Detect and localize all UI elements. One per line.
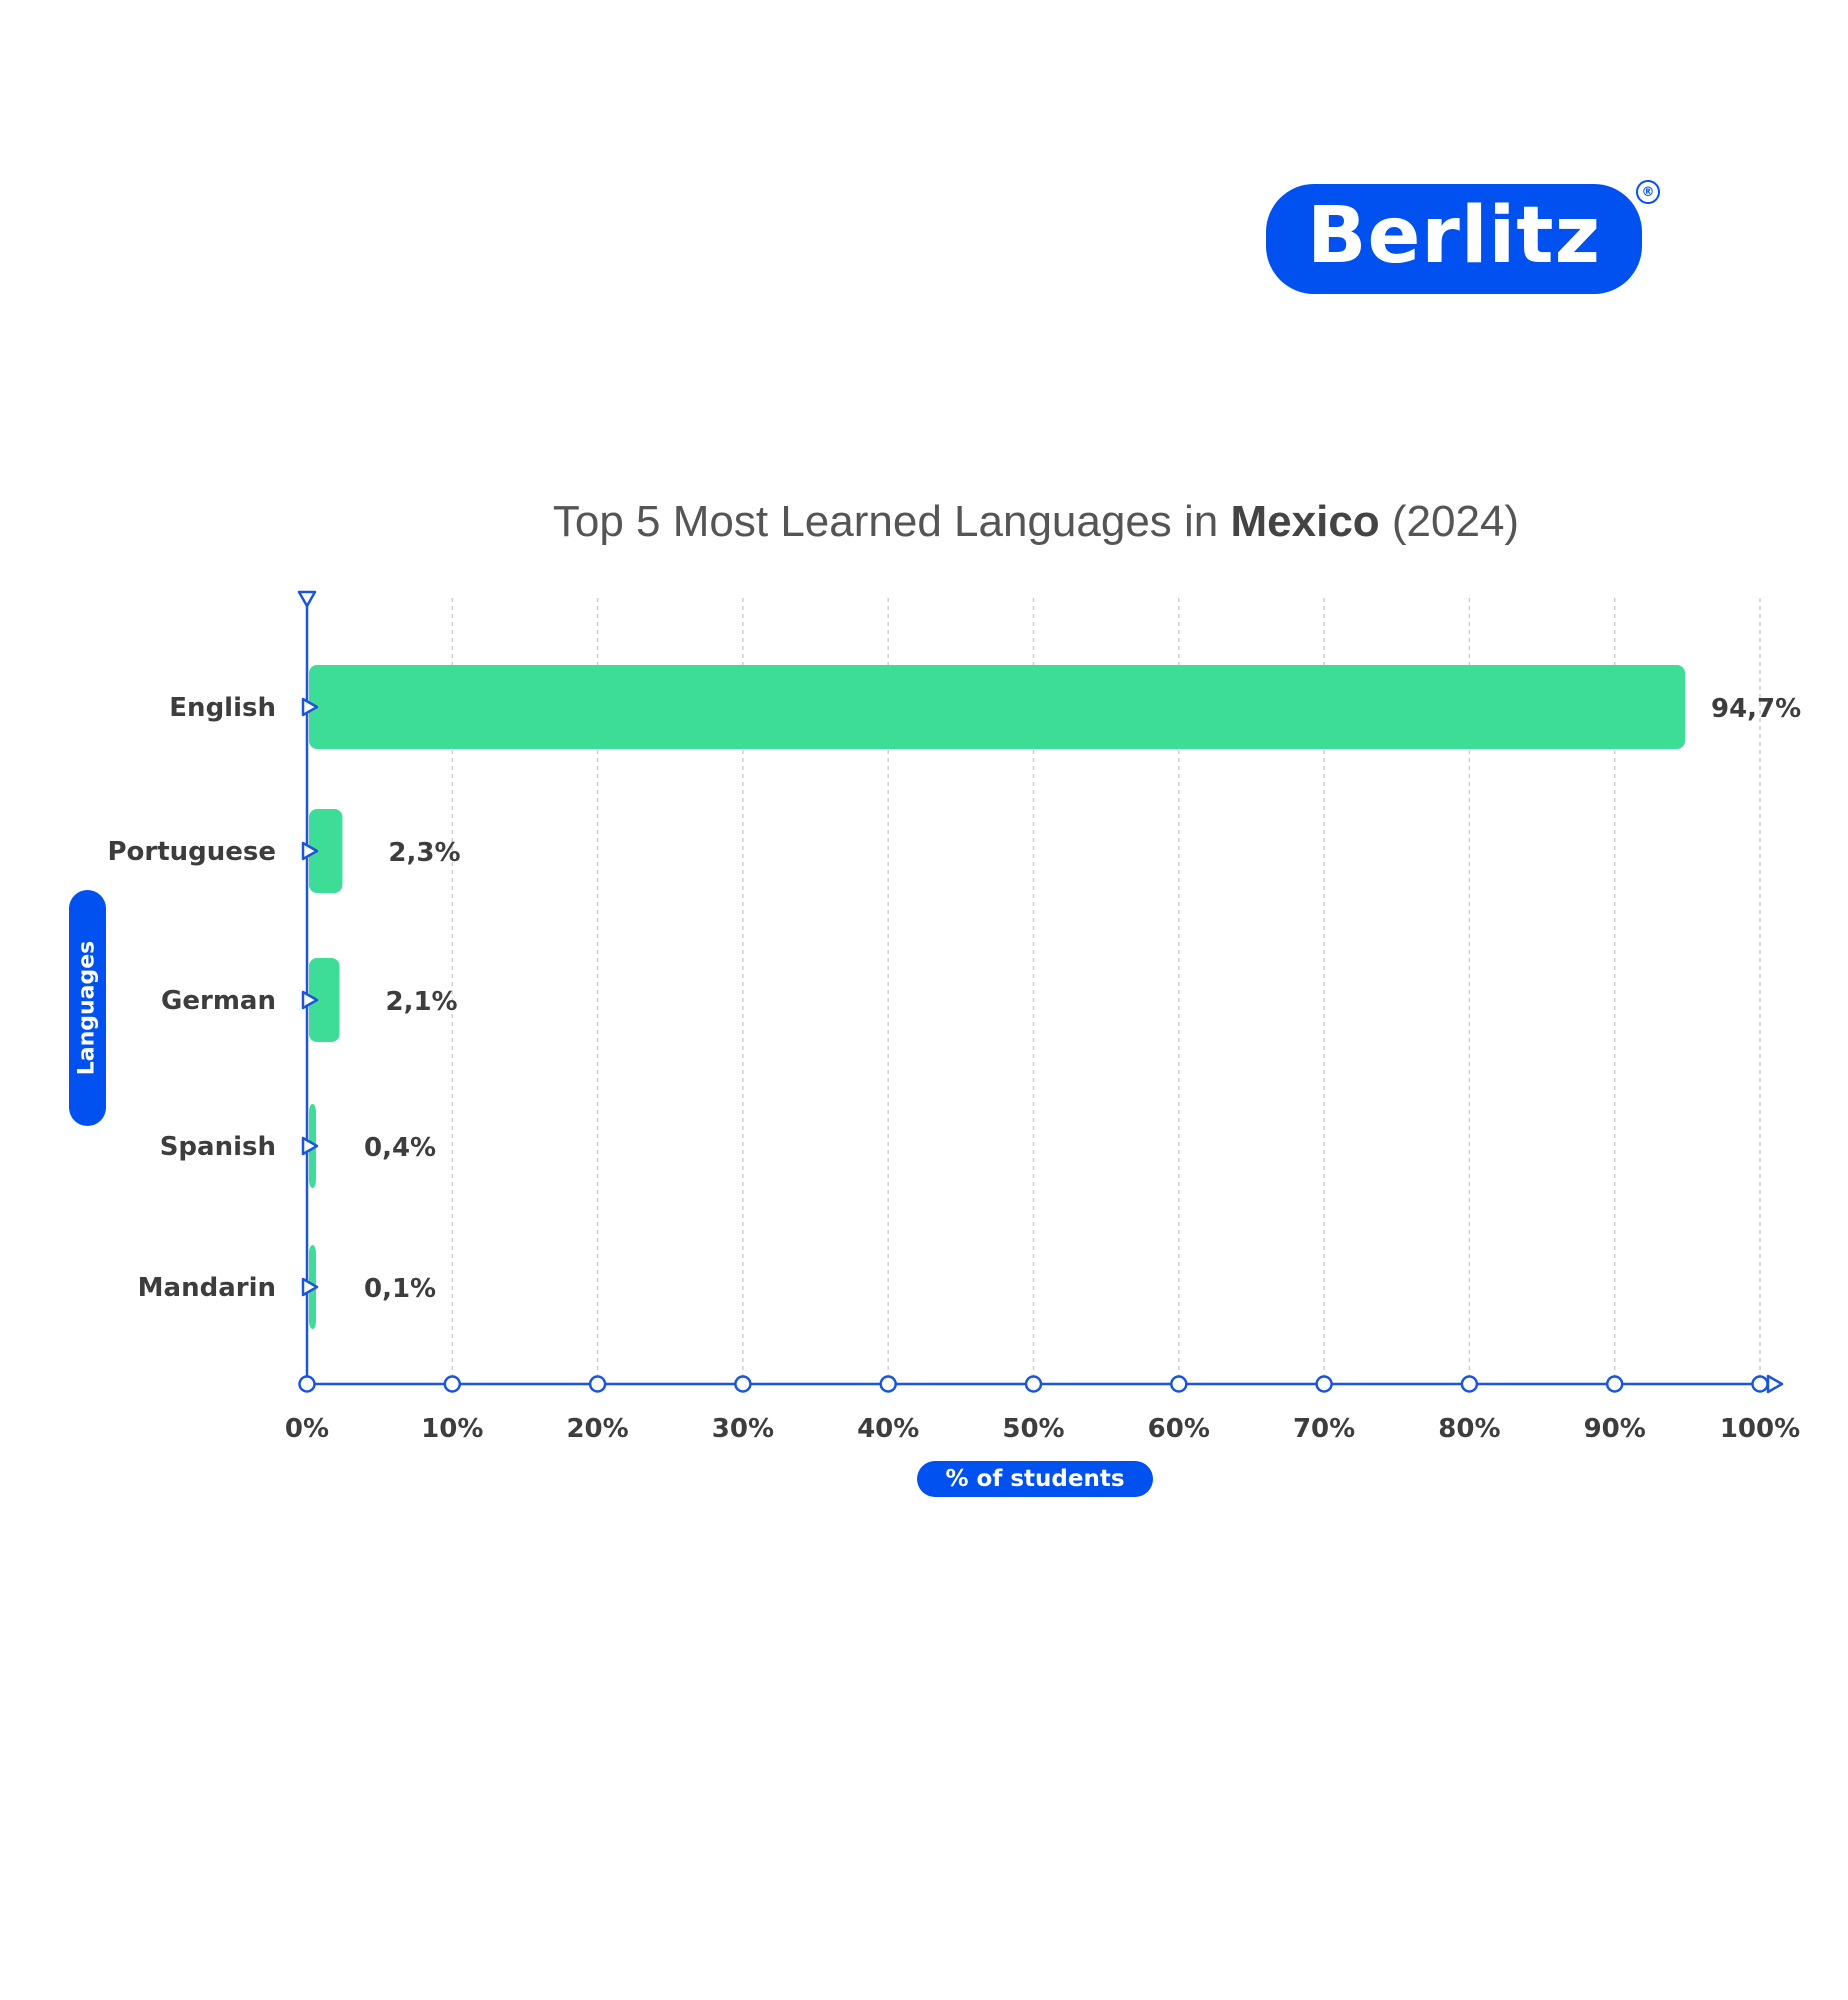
x-tick-label: 10%	[421, 1414, 483, 1444]
category-marker-icon	[301, 1277, 319, 1297]
category-marker-icon	[301, 841, 319, 861]
category-label: English	[169, 693, 276, 723]
value-label: 0,4%	[364, 1133, 436, 1163]
x-tick-marker-icon	[443, 1375, 462, 1393]
logo-wordmark: Berlitz	[1307, 191, 1601, 281]
x-tick-marker-icon	[298, 1375, 316, 1393]
category-label: Spanish	[160, 1132, 276, 1162]
value-label: 2,1%	[386, 987, 458, 1017]
bar	[309, 665, 1685, 749]
x-tick-label: 20%	[566, 1414, 628, 1444]
value-label: 94,7%	[1711, 694, 1801, 724]
x-tick-label: 0%	[285, 1414, 329, 1444]
x-axis-label: % of students	[917, 1461, 1153, 1497]
x-tick-label: 40%	[857, 1414, 919, 1444]
registered-mark-icon: ®	[1636, 180, 1660, 204]
x-tick-marker-icon	[588, 1375, 607, 1393]
value-label: 0,1%	[364, 1274, 436, 1304]
x-tick-marker-icon	[1460, 1375, 1479, 1393]
bar	[309, 958, 340, 1042]
category-marker-icon	[301, 697, 319, 717]
x-tick-label: 80%	[1438, 1414, 1500, 1444]
value-label: 2,3%	[388, 838, 460, 868]
berlitz-logo: Berlitz	[1266, 184, 1642, 294]
chart-title-year: (2024)	[1379, 497, 1520, 546]
chart-title-part-1: Top 5 Most Learned Languages in	[552, 497, 1231, 546]
x-tick-marker-icon	[879, 1375, 897, 1393]
x-tick-label: 60%	[1148, 1414, 1210, 1444]
category-marker-icon	[301, 1136, 319, 1156]
x-tick-marker-icon	[1605, 1375, 1624, 1393]
y-axis-label-pill	[69, 890, 106, 1126]
category-label: Portuguese	[107, 837, 276, 867]
category-marker-icon	[301, 990, 319, 1010]
x-tick-marker-icon	[1024, 1375, 1043, 1393]
category-label: German	[161, 986, 276, 1016]
x-tick-marker-icon	[1315, 1375, 1333, 1393]
chart-title-country: Mexico	[1230, 497, 1380, 546]
category-label: Mandarin	[138, 1273, 276, 1303]
x-tick-label: 90%	[1584, 1414, 1646, 1444]
chart-title: Top 5 Most Learned Languages in Mexico (…	[0, 497, 1848, 547]
x-tick-marker-icon	[734, 1375, 752, 1393]
x-tick-label: 30%	[712, 1414, 774, 1444]
x-tick-label: 100%	[1720, 1414, 1800, 1444]
bar	[309, 809, 343, 893]
x-tick-label: 70%	[1293, 1414, 1355, 1444]
y-axis-arrow-icon	[297, 590, 317, 608]
x-tick-label: 50%	[1002, 1414, 1064, 1444]
x-axis-arrow-icon	[1766, 1374, 1784, 1394]
x-tick-marker-icon	[1170, 1375, 1188, 1393]
x-tick-marker-icon	[1751, 1375, 1769, 1393]
